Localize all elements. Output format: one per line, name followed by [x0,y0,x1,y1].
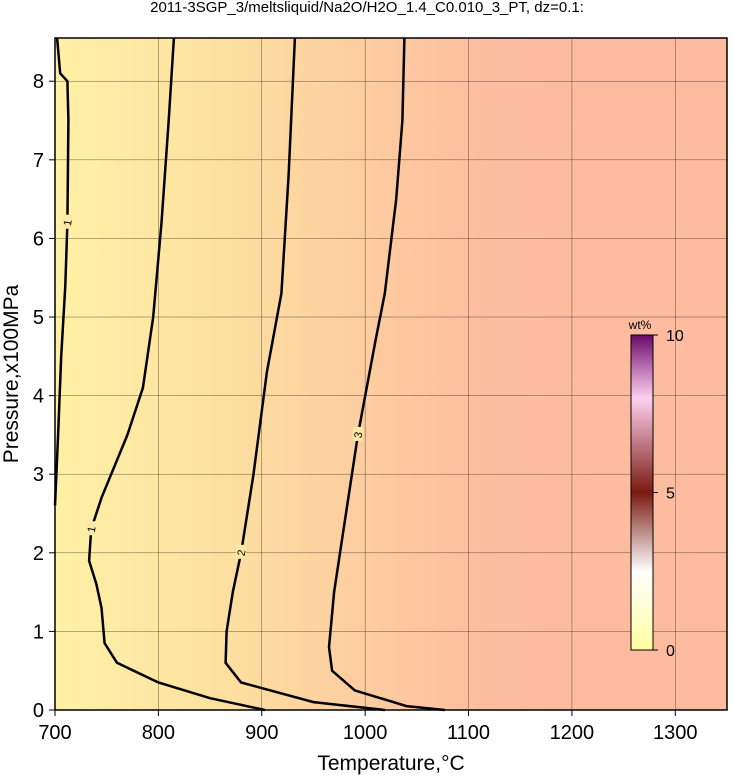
colorbar-tick-label: 0 [666,643,675,660]
y-tick-label: 7 [33,150,44,172]
contour-label-bg [62,214,73,229]
y-tick-label: 4 [33,386,44,408]
colorbar-tick-label: 5 [666,486,675,503]
y-tick-label: 5 [33,307,44,329]
contour-line [87,37,266,712]
y-axis-label: Pressure,x100MPa [0,284,23,463]
x-axis-label: Temperature,°C [317,752,464,775]
plot-frame [54,37,728,711]
plot-background [55,38,727,710]
axes: 700 800 900 1000 1100 1200 1300 0 1 2 3 4 5 6 7 8 0 5 10 [33,71,698,744]
x-tick-label: 1200 [550,722,595,744]
contour-label-bg [352,426,363,441]
x-tick-label: 1100 [447,722,490,744]
contour-label-bg [236,544,247,559]
colorbar-label: wt% [628,318,652,332]
contour-label: 1 [86,525,99,533]
y-tick-label: 1 [33,621,44,643]
x-tick-label: 800 [142,722,175,744]
colorbar [630,334,654,651]
contour-label: 2 [236,549,249,557]
y-tick-label: 3 [33,464,44,486]
y-tick-label: 0 [33,700,44,722]
chart-title: 2011-3SGP_3/meltsliquid/Na2O/H2O_1.4_C0.… [150,0,584,16]
contour-label: 1 [62,219,75,227]
y-tick-label: 8 [33,71,44,93]
y-tick-label: 2 [33,543,44,565]
contour-label-bg [86,521,97,536]
x-tick-label: 1000 [343,722,388,744]
x-tick-label: 900 [245,722,278,744]
contour-line [327,37,445,712]
contour-line [224,37,385,712]
x-tick-label: 700 [38,722,71,744]
contours: 1 1 2 3 [53,37,445,712]
contour-label: 3 [352,431,365,439]
x-tick-label: 1300 [653,722,698,744]
y-tick-label: 6 [33,228,44,250]
colorbar-tick-label: 10 [666,328,684,345]
